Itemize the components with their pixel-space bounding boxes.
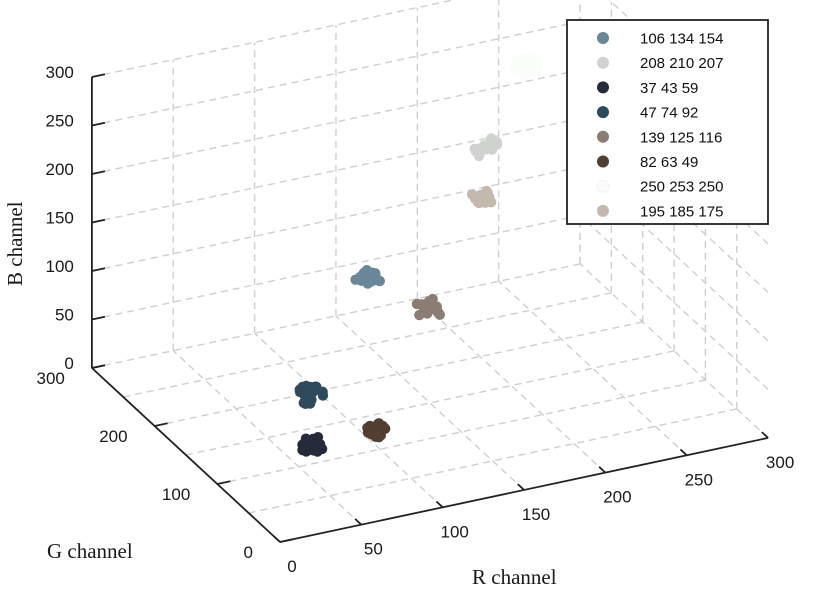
point-3-16: [317, 390, 329, 401]
z-tick-50: [91, 315, 106, 321]
legend-label-0: 106 134 154: [640, 31, 723, 48]
tick-labels: 0501001502002503000100200300050100150200…: [37, 63, 795, 576]
point-6-17: [519, 64, 531, 75]
right-wall-gridline-b-50: [579, 214, 769, 390]
y-tick-label-200: 200: [99, 427, 127, 446]
cluster-1: [469, 133, 503, 162]
legend-label-3: 47 74 92: [640, 105, 698, 122]
y-tick-label-0: 0: [244, 543, 253, 562]
y-tick-0: [279, 538, 294, 543]
floor-gridline-r-150: [335, 315, 525, 491]
legend-label-2: 37 43 59: [640, 80, 698, 97]
point-1-21: [478, 144, 489, 155]
x-tick-150: [517, 483, 525, 491]
cluster-2: [297, 431, 328, 457]
x-tick-100: [435, 500, 444, 508]
point-7-21: [484, 194, 495, 205]
z-tick-label-50: 50: [55, 306, 74, 325]
floor-gridline-r-200: [416, 298, 606, 474]
point-3-18: [306, 394, 317, 406]
x-tick-250: [679, 448, 688, 456]
floor-gridline-r-50: [172, 350, 362, 526]
point-0-16: [374, 275, 385, 287]
cluster-5: [362, 418, 391, 443]
z-tick-label-300: 300: [46, 63, 74, 82]
x-tick-label-0: 0: [287, 557, 296, 576]
x-tick-label-250: 250: [685, 470, 713, 489]
cluster-0: [350, 264, 385, 289]
x-tick-300: [761, 431, 769, 439]
legend-marker-7: [597, 204, 609, 217]
x-tick-label-200: 200: [603, 488, 631, 507]
z-tick-100: [91, 267, 106, 272]
x-tick-label-100: 100: [441, 522, 469, 541]
y-tick-200: [154, 422, 168, 427]
legend-marker-4: [597, 130, 609, 143]
legend-label-1: 208 210 207: [640, 55, 723, 72]
legend: 106 134 154 208 210 207 37 43 59 47 74 92 13…: [566, 19, 769, 225]
z-tick-0: [91, 364, 106, 369]
point-5-21: [362, 427, 374, 438]
y-tick-100: [217, 480, 231, 485]
point-4-21: [414, 309, 425, 321]
legend-label-5: 82 63 49: [640, 154, 698, 171]
legend-marker-3: [597, 106, 609, 119]
right-wall-gridline-b-100: [579, 166, 769, 342]
cluster-6: [509, 53, 542, 81]
legend-marker-6: [596, 179, 610, 193]
z-tick-label-200: 200: [46, 160, 74, 179]
legend-marker-1: [597, 56, 609, 69]
x-tick-label-150: 150: [522, 505, 550, 524]
point-4-20: [429, 304, 441, 315]
data-points: [294, 53, 542, 457]
z-tick-label-100: 100: [46, 257, 74, 276]
floor-gridline-g-150: [185, 350, 675, 456]
legend-label-6: 250 253 250: [640, 179, 723, 196]
z-tick-label-150: 150: [46, 209, 74, 228]
floor-gridline-g-250: [123, 292, 612, 398]
point-2-21: [301, 442, 313, 454]
cluster-4: [411, 293, 445, 321]
x-axis-label: R channel: [472, 565, 557, 589]
y-tick-label-300: 300: [37, 369, 65, 388]
floor-gridline-r-250: [498, 280, 688, 456]
y-tick-label-100: 100: [162, 485, 190, 504]
point-3-20: [300, 380, 312, 392]
point-2-18: [314, 438, 325, 450]
x-tick-label-300: 300: [766, 453, 794, 472]
axes: [91, 73, 769, 543]
legend-marker-0: [597, 32, 609, 44]
cluster-7: [466, 185, 497, 209]
right-wall-gridline-b-150: [579, 117, 769, 293]
point-6-21: [530, 60, 542, 71]
legend-marker-2: [597, 81, 609, 94]
x-tick-label-50: 50: [364, 540, 383, 559]
z-tick-250: [91, 121, 106, 127]
point-6-18: [515, 54, 526, 66]
floor-gridline-r-100: [254, 332, 444, 508]
z-tick-label-0: 0: [64, 354, 73, 373]
point-7-20: [474, 197, 485, 208]
x-tick-0: [273, 535, 281, 543]
cluster-3: [294, 380, 329, 409]
z-tick-label-250: 250: [46, 112, 74, 131]
x-tick-200: [598, 466, 607, 474]
x-tick-50: [354, 518, 362, 526]
z-axis-label: B channel: [3, 201, 27, 286]
point-0-21: [354, 271, 366, 283]
z-tick-300: [91, 73, 106, 78]
z-tick-150: [91, 218, 106, 224]
point-3-21: [309, 385, 320, 396]
y-axis-line: [91, 367, 281, 543]
point-1-19: [491, 137, 503, 148]
y-axis-label: G channel: [47, 539, 133, 563]
legend-marker-5: [597, 155, 609, 168]
legend-label-7: 195 185 175: [640, 203, 723, 220]
z-tick-200: [91, 170, 106, 175]
legend-label-4: 139 125 116: [640, 129, 722, 146]
